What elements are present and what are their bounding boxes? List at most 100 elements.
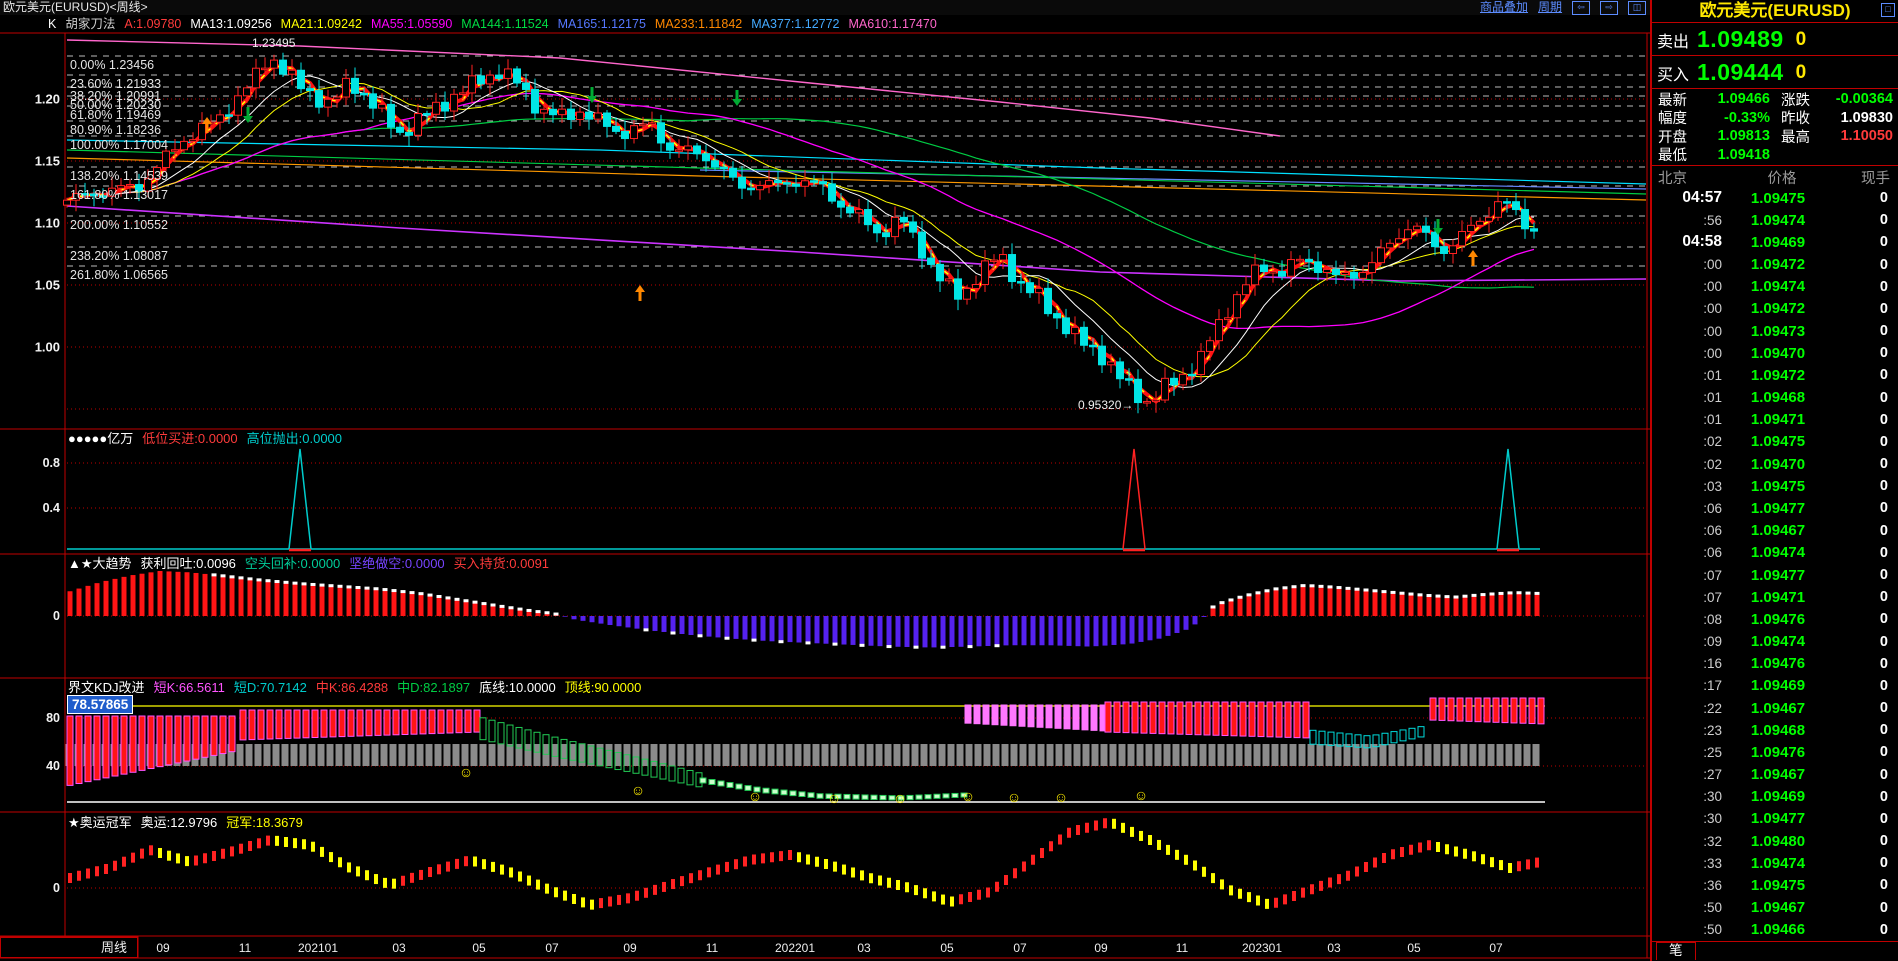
quote-stat-value: 1.09466 <box>1717 91 1770 108</box>
trade-price: 1.09469 <box>1750 677 1806 695</box>
trades-list[interactable]: 04:57 1.09475 0:56 1.09474 0 04:58 1.09469 0:00… <box>1652 187 1898 941</box>
trade-time: :00 <box>1703 301 1722 317</box>
chart-canvas[interactable]: ☺ ☺ ☺ ☺ ☺ ☺ ☺ ☺ ☺ <box>0 0 1650 961</box>
trade-qty: 0 <box>1879 389 1888 406</box>
trade-time: :23 <box>1703 722 1722 738</box>
trade-qty: 0 <box>1879 677 1888 694</box>
trade-time: :50 <box>1703 900 1722 916</box>
overlay-link[interactable]: 商品叠加 <box>1480 0 1529 14</box>
quote-stat-value: 1.09813 <box>1717 128 1770 145</box>
trade-qty: 0 <box>1879 744 1888 761</box>
trade-row: :00 1.09470 0 <box>1652 342 1898 364</box>
trade-row: :30 1.09477 0 <box>1652 808 1898 830</box>
ma-value: MA233:1.11842 <box>654 17 743 31</box>
quote-stat: 最低 1.09418 <box>1652 146 1775 165</box>
trade-time: :08 <box>1703 611 1722 627</box>
trade-row: :02 1.09470 0 <box>1652 453 1898 475</box>
trade-time: :33 <box>1703 855 1722 871</box>
trade-row: :00 1.09472 0 <box>1652 254 1898 276</box>
trade-qty: 0 <box>1879 256 1888 273</box>
maximize-icon[interactable]: □ <box>1881 3 1895 17</box>
trade-qty: 0 <box>1879 234 1888 251</box>
sell-qty: 0 <box>1795 28 1807 50</box>
trade-row: :22 1.09467 0 <box>1652 697 1898 719</box>
trade-price: 1.09476 <box>1750 655 1806 673</box>
trade-time: :50 <box>1703 922 1722 938</box>
ma-value: K <box>48 17 57 31</box>
trade-price: 1.09476 <box>1750 743 1806 761</box>
trade-row: :33 1.09474 0 <box>1652 852 1898 874</box>
trade-time: :09 <box>1703 634 1722 650</box>
titlebar: 欧元美元(EURUSD)<周线> 商品叠加 周期 ⇦ ⇨ ◫ <box>0 0 1650 15</box>
sell-price: 1.09489 <box>1697 26 1784 52</box>
buy-qty: 0 <box>1795 61 1807 83</box>
trade-qty: 0 <box>1879 544 1888 561</box>
trade-time: :03 <box>1703 478 1722 494</box>
quote-stat-value: 1.09418 <box>1717 146 1770 163</box>
trade-price: 1.09474 <box>1750 633 1806 651</box>
trade-time: :07 <box>1703 589 1722 605</box>
trade-time: :02 <box>1703 456 1722 472</box>
trade-qty: 0 <box>1879 433 1888 450</box>
trade-time: 04:58 <box>1682 233 1722 251</box>
quote-stat-value: -0.00364 <box>1835 91 1893 108</box>
trade-row: :50 1.09467 0 <box>1652 897 1898 919</box>
trade-price: 1.09466 <box>1750 921 1806 939</box>
forward-arrow-icon[interactable]: ⇨ <box>1600 0 1619 15</box>
period-indicator[interactable]: 周线 <box>0 937 138 958</box>
trade-row: :01 1.09472 0 <box>1652 364 1898 386</box>
svg-text:☺: ☺ <box>631 782 645 798</box>
trade-qty: 0 <box>1879 611 1888 628</box>
trade-row: :02 1.09475 0 <box>1652 431 1898 453</box>
trade-time: :01 <box>1703 367 1722 383</box>
trade-row: :17 1.09469 0 <box>1652 675 1898 697</box>
trade-time: :36 <box>1703 877 1722 893</box>
trades-col-header: 现手 <box>1861 171 1890 187</box>
quote-stat: 幅度 -0.33% <box>1652 109 1775 128</box>
quote-stat-label: 最新 <box>1658 92 1687 109</box>
trade-qty: 0 <box>1879 500 1888 517</box>
svg-text:☺: ☺ <box>459 764 473 780</box>
trade-qty: 0 <box>1879 589 1888 606</box>
quote-stat: 昨收 1.09830 <box>1775 109 1898 128</box>
quote-stat-label: 开盘 <box>1658 129 1687 146</box>
trade-qty: 0 <box>1879 345 1888 362</box>
trade-time: :32 <box>1703 833 1722 849</box>
trade-row: :09 1.09474 0 <box>1652 630 1898 652</box>
trade-qty: 0 <box>1879 810 1888 827</box>
trade-time: :30 <box>1703 789 1722 805</box>
trade-time: 04:57 <box>1682 189 1722 207</box>
trade-qty: 0 <box>1879 655 1888 672</box>
quote-stat-label: 幅度 <box>1658 111 1687 128</box>
quote-stat-label: 最高 <box>1781 129 1810 146</box>
back-arrow-icon[interactable]: ⇦ <box>1572 0 1591 15</box>
quote-stats: 最新 1.09466 涨跌 -0.00364 幅度 -0.33% 昨收 1.09830 开盘 1.… <box>1652 90 1898 164</box>
trade-row: :07 1.09477 0 <box>1652 564 1898 586</box>
trade-row: 04:57 1.09475 0 <box>1652 187 1898 209</box>
trade-row: :03 1.09475 0 <box>1652 475 1898 497</box>
trade-price: 1.09472 <box>1750 300 1806 318</box>
trade-row: :06 1.09477 0 <box>1652 497 1898 519</box>
trade-qty: 0 <box>1879 212 1888 229</box>
quote-symbol-title: 欧元美元(EURUSD) <box>1699 1 1851 20</box>
trade-row: 04:58 1.09469 0 <box>1652 231 1898 253</box>
trade-qty: 0 <box>1879 788 1888 805</box>
quote-stat-label: 最低 <box>1658 148 1687 165</box>
trade-qty: 0 <box>1879 877 1888 894</box>
ma-value: MA144:1.11524 <box>461 17 549 31</box>
trade-time: :06 <box>1703 523 1722 539</box>
trade-qty: 0 <box>1879 478 1888 495</box>
trades-header: 北京 价格 现手 <box>1652 167 1898 188</box>
period-link[interactable]: 周期 <box>1538 0 1563 14</box>
ma-value: 胡家刀法 <box>65 17 116 31</box>
trade-price: 1.09474 <box>1750 211 1806 229</box>
svg-text:☺: ☺ <box>748 788 762 804</box>
trade-price: 1.09467 <box>1750 766 1806 784</box>
trade-price: 1.09475 <box>1750 433 1806 451</box>
trade-price: 1.09467 <box>1750 522 1806 540</box>
trade-row: :16 1.09476 0 <box>1652 653 1898 675</box>
tab-tick[interactable]: 笔 <box>1656 942 1696 960</box>
split-window-icon[interactable]: ◫ <box>1628 0 1647 15</box>
trades-col-header: 价格 <box>1767 171 1797 187</box>
sell-row: 卖出 1.09489 0 <box>1652 23 1898 56</box>
